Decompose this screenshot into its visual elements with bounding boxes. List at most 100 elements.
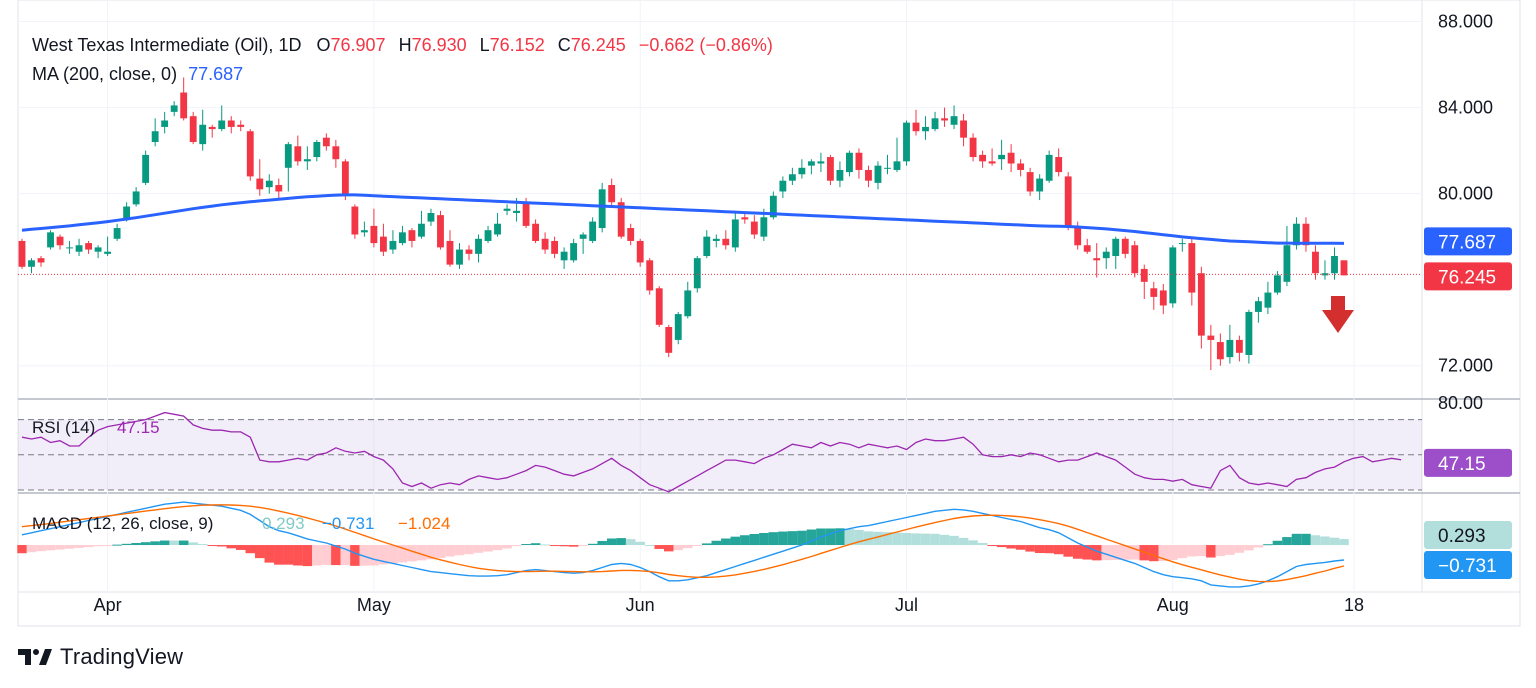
macd-hist-bar: [188, 542, 198, 546]
candle-body: [788, 174, 796, 181]
candle-body: [1226, 339, 1234, 358]
macd-hist-bar: [378, 545, 389, 565]
candle-body: [227, 120, 235, 127]
last-price-badge: 76.245: [1424, 262, 1512, 291]
macd-hist-bar: [302, 545, 313, 567]
tradingview-brand[interactable]: TradingView: [18, 644, 183, 670]
candle-body: [769, 195, 777, 218]
candle-body: [1036, 178, 1044, 192]
ma-legend: MA (200, close, 0) 77.687: [32, 64, 243, 84]
candle-body: [912, 122, 920, 132]
candle-body: [513, 210, 520, 213]
macd-hist-bar: [1101, 545, 1111, 561]
rsi-label: RSI (14): [32, 418, 95, 437]
candle-body: [256, 178, 264, 190]
macd-hist-bar: [216, 545, 227, 547]
candle-body: [1302, 223, 1310, 246]
macd-label: MACD (12, 26, close, 9): [32, 514, 213, 533]
macd-hist-bar: [1015, 545, 1026, 550]
macd-hist-bar: [1177, 545, 1188, 559]
candle-body: [1140, 268, 1148, 282]
macd-hist-bar: [901, 532, 912, 546]
time-tick-label: Jun: [626, 595, 655, 615]
candle-body: [284, 144, 292, 168]
macd-hist-bar: [1310, 535, 1321, 546]
candle-body: [665, 327, 673, 353]
macd-hist-value: 0.293: [262, 514, 305, 533]
macd-hist-bar: [464, 545, 474, 555]
candle-body: [56, 236, 64, 246]
candle-body: [636, 240, 644, 263]
candle-body: [18, 240, 26, 267]
candle-body: [151, 131, 159, 142]
candle-body: [399, 232, 406, 244]
macd-line: [21, 501, 1345, 588]
candle-body: [560, 251, 568, 261]
candle-body: [313, 141, 321, 158]
macd-hist-bar: [312, 545, 322, 566]
macd-hist-bar: [654, 545, 664, 549]
candle-body: [741, 217, 749, 220]
candle-body: [1321, 273, 1329, 276]
candle-body: [684, 290, 692, 317]
candle-body: [389, 240, 397, 250]
candle-body: [950, 116, 958, 125]
candle-body: [979, 154, 987, 162]
price-tick-label: 72.000: [1438, 356, 1493, 376]
macd-hist-bar: [26, 545, 37, 553]
macd-hist-bar: [1282, 537, 1292, 546]
candle-body: [693, 258, 701, 289]
grid-lines: [18, 0, 1422, 592]
candle-body: [884, 167, 891, 169]
macd-hist-bar: [36, 545, 46, 552]
candle-body: [1340, 260, 1348, 276]
candle-body: [865, 169, 872, 181]
candle-body: [37, 258, 45, 263]
change-value: −0.662 (−0.86%): [639, 35, 773, 55]
time-tick-label: Aug: [1157, 595, 1189, 615]
candle-body: [1264, 292, 1272, 308]
candle-body: [1045, 154, 1053, 181]
macd-hist-bar: [45, 545, 56, 551]
candle-body: [541, 238, 549, 250]
macd-hist-bar: [293, 545, 303, 566]
candle-body: [1188, 243, 1196, 293]
candle-body: [66, 247, 73, 249]
candle-body: [617, 202, 625, 237]
candle-body: [427, 212, 435, 222]
macd-hist-bar: [197, 544, 208, 546]
candle-body: [874, 165, 882, 183]
macd-hist-bar: [597, 540, 607, 546]
macd-hist-bar: [1149, 545, 1159, 562]
macd-hist-bar: [1320, 536, 1330, 546]
candle-body: [208, 126, 216, 130]
candle-body: [674, 314, 682, 340]
macd-hist-bar: [958, 537, 969, 546]
candle-body: [722, 238, 730, 246]
candle-body: [627, 228, 635, 241]
macd-hist-bar: [911, 533, 921, 546]
candle-body: [1254, 301, 1262, 312]
macd-hist-bar: [673, 545, 683, 551]
macd-hist-bar: [625, 539, 636, 546]
candle-body: [218, 120, 226, 130]
candle-body: [85, 243, 92, 250]
macd-hist-bar: [1329, 537, 1340, 546]
chart-frame: [17, 0, 1521, 627]
macd-hist-bar: [987, 545, 997, 547]
macd-hist-bar: [102, 545, 113, 547]
candle-body: [1293, 223, 1300, 246]
macd-hist-bar: [83, 545, 94, 548]
macd-hist-bar: [1025, 545, 1035, 552]
macd-hist-bar: [1044, 545, 1054, 554]
price-tick-label: 80.000: [1438, 184, 1493, 204]
macd-hist-bar: [663, 545, 674, 552]
candle-body: [522, 202, 530, 226]
macd-hist-bar: [521, 544, 531, 546]
rsi-line: [21, 411, 1402, 493]
macd-hist-bar: [245, 545, 256, 554]
candle-body: [1121, 238, 1129, 254]
time-tick-label: Apr: [94, 595, 122, 615]
macd-hist-bar: [730, 536, 741, 546]
